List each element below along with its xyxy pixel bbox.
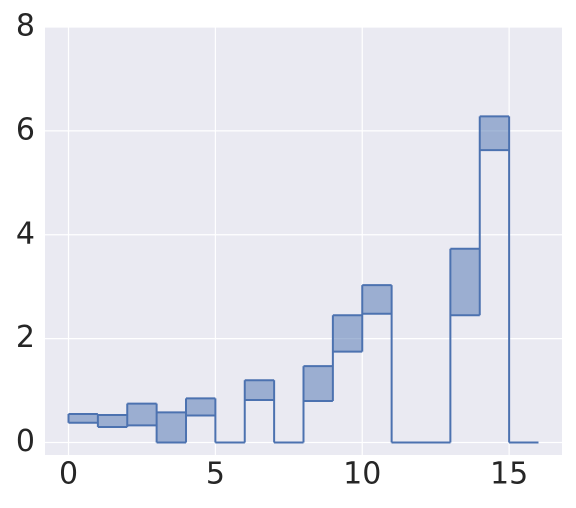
stair-fill: [362, 285, 392, 314]
y-tick-label: 6: [16, 112, 35, 147]
y-tick-label: 4: [16, 216, 35, 251]
x-tick-label: 0: [59, 457, 78, 492]
stair-fill: [97, 415, 128, 427]
stair-fill: [127, 403, 157, 426]
stair-fill: [156, 412, 186, 443]
stair-fill: [186, 398, 216, 416]
stair-fill: [303, 366, 333, 401]
stair-fill: [479, 116, 510, 151]
stair-fill: [68, 413, 98, 423]
x-tick-label: 15: [490, 457, 528, 492]
stair-fill: [244, 380, 275, 400]
y-tick-label: 2: [16, 320, 35, 355]
y-tick-label: 0: [16, 424, 35, 459]
x-tick-label: 5: [206, 457, 225, 492]
stair-fill: [332, 315, 363, 352]
x-tick-label: 10: [343, 457, 381, 492]
stair-fill: [450, 248, 480, 316]
y-tick-label: 8: [16, 9, 35, 44]
